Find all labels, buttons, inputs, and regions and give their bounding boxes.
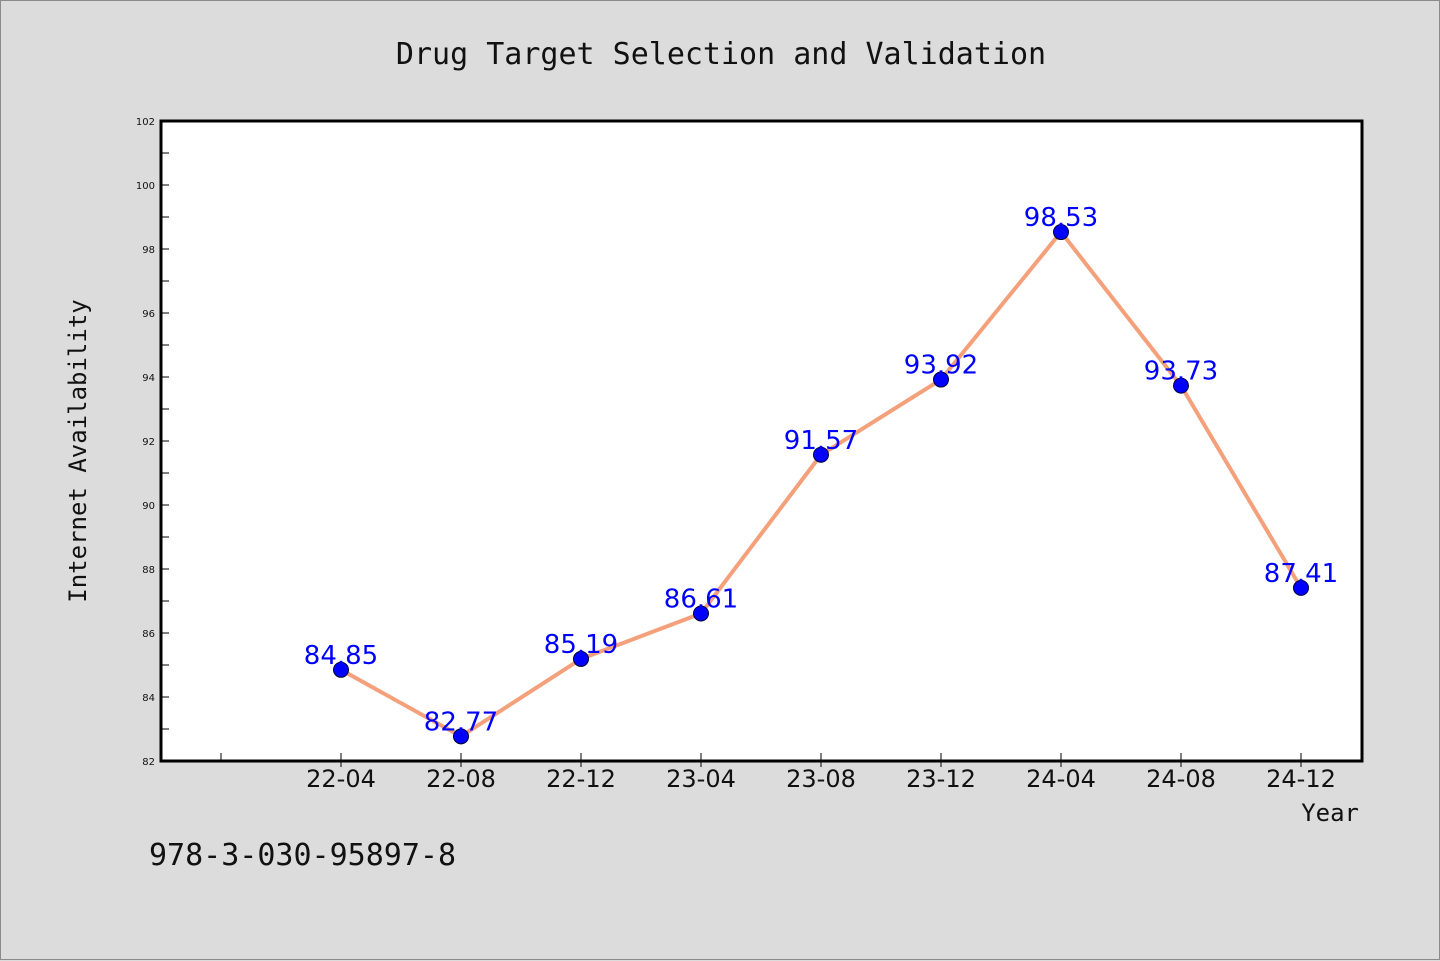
data-point — [1053, 224, 1069, 241]
x-tick-label: 23-04 — [666, 765, 736, 793]
data-label: 86.61 — [664, 584, 738, 614]
chart-title: Drug Target Selection and Validation — [396, 37, 1046, 72]
data-point — [813, 446, 829, 463]
y-tick-label: 94 — [142, 373, 155, 384]
x-axis-label: Year — [1301, 799, 1359, 827]
data-point — [933, 371, 949, 388]
y-tick-label: 102 — [136, 117, 155, 128]
y-tick-label: 98 — [142, 245, 155, 256]
data-label: 98.53 — [1024, 203, 1098, 233]
x-tick-label: 22-08 — [426, 765, 496, 793]
plot-area — [161, 121, 1362, 761]
y-tick-label: 86 — [142, 629, 155, 640]
footer-isbn: 978-3-030-95897-8 — [149, 838, 456, 873]
data-label: 82.77 — [424, 707, 498, 737]
y-tick-label: 84 — [142, 693, 155, 704]
y-tick-label: 100 — [136, 181, 155, 192]
plot-border — [159, 119, 1364, 763]
y-tick-label: 82 — [142, 757, 155, 768]
x-axis: 22-04 22-08 22-12 23-04 23-08 23-12 24-04 24-08… — [220, 753, 1336, 793]
x-tick-label: 24-04 — [1026, 765, 1096, 793]
x-tick-label: 22-12 — [546, 765, 616, 793]
x-tick-label: 24-12 — [1266, 765, 1336, 793]
data-point — [1293, 579, 1309, 596]
y-axis-label: Internet Availability — [64, 299, 92, 602]
x-tick-label: 23-08 — [786, 765, 856, 793]
y-tick-label: 88 — [142, 565, 155, 576]
x-tick-label: 23-12 — [906, 765, 976, 793]
y-tick-label: 90 — [142, 501, 155, 512]
x-tick-label: 22-04 — [306, 765, 376, 793]
data-point — [453, 728, 469, 745]
data-point — [333, 661, 349, 678]
data-label: 91.57 — [784, 426, 858, 456]
data-point — [693, 605, 709, 622]
x-tick-label: 24-08 — [1146, 765, 1216, 793]
data-label: 84.85 — [304, 641, 378, 671]
series-layer — [333, 224, 1309, 745]
data-label: 85.19 — [544, 630, 618, 660]
y-tick-label: 92 — [142, 437, 155, 448]
data-label: 93.92 — [904, 351, 978, 381]
y-tick-label: 96 — [142, 309, 155, 320]
data-point — [1173, 377, 1189, 394]
data-labels: 84.85 82.77 85.19 86.61 91.57 93.92 98.53 93.73… — [304, 203, 1338, 737]
data-label: 93.73 — [1144, 357, 1218, 387]
data-label: 87.41 — [1264, 559, 1338, 589]
data-point — [573, 650, 589, 667]
